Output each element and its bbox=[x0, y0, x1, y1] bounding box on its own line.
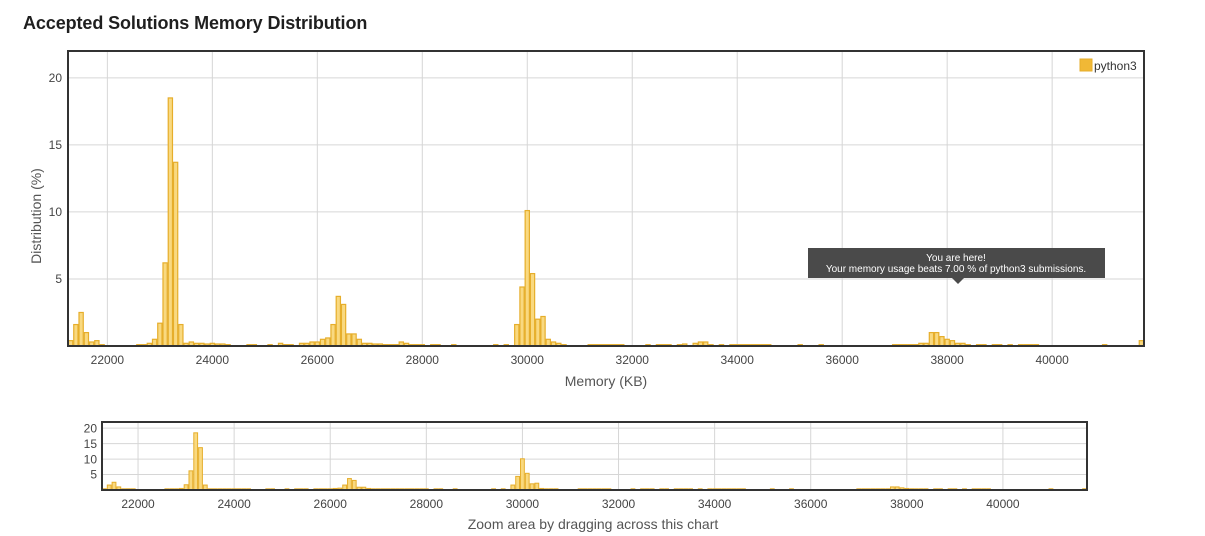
main-x-tick-labels: 22000 24000 26000 28000 30000 32000 34000 36000… bbox=[91, 353, 1069, 367]
main-x-tick-label: 22000 bbox=[91, 353, 125, 367]
main-bar bbox=[944, 338, 950, 347]
navigator-x-tick-labels: 22000 24000 26000 28000 30000 32000 34000 36000… bbox=[121, 497, 1020, 511]
navigator-bar bbox=[111, 481, 117, 491]
main-bar bbox=[514, 323, 520, 347]
navigator-y-tick-label: 20 bbox=[84, 421, 98, 435]
main-x-tick-label: 30000 bbox=[511, 353, 545, 367]
main-bar bbox=[933, 331, 940, 347]
legend[interactable]: python3 bbox=[1079, 58, 1137, 73]
x-axis-label: Memory (KB) bbox=[565, 373, 647, 389]
y-axis-label: Distribution (%) bbox=[28, 168, 44, 264]
main-bar bbox=[330, 323, 336, 347]
main-y-tick-label: 5 bbox=[55, 272, 62, 286]
main-bar bbox=[356, 338, 363, 347]
tooltip-pointer bbox=[952, 278, 964, 284]
main-x-tick-label: 34000 bbox=[721, 353, 755, 367]
navigator-bar bbox=[193, 432, 199, 491]
navigator-y-tick-label: 15 bbox=[84, 437, 98, 451]
main-bar bbox=[73, 323, 79, 347]
main-bar bbox=[524, 209, 530, 347]
main-x-tick-label: 26000 bbox=[301, 353, 335, 367]
chart-title: Accepted Solutions Memory Distribution bbox=[23, 13, 368, 33]
navigator-x-tick-label: 30000 bbox=[506, 497, 540, 511]
navigator-x-tick-label: 26000 bbox=[314, 497, 348, 511]
main-bar bbox=[540, 315, 546, 347]
main-bars bbox=[67, 97, 1145, 347]
tooltip: You are here! Your memory usage beats 7.… bbox=[808, 248, 1105, 284]
main-plot-border bbox=[67, 50, 1145, 347]
legend-label: python3 bbox=[1094, 59, 1137, 73]
navigator-bar bbox=[534, 482, 540, 491]
main-x-tick-label: 36000 bbox=[826, 353, 860, 367]
navigator-bars bbox=[102, 432, 1087, 491]
main-bar bbox=[519, 286, 525, 347]
navigator-y-tick-label: 5 bbox=[90, 468, 97, 482]
main-y-tick-label: 20 bbox=[49, 71, 63, 85]
navigator-gridlines bbox=[102, 422, 1087, 490]
navigator-plot-border bbox=[101, 421, 1088, 491]
main-bar bbox=[346, 333, 352, 347]
main-bar bbox=[545, 338, 551, 347]
navigator-x-tick-label: 32000 bbox=[602, 497, 636, 511]
tooltip-line1: You are here! bbox=[926, 253, 986, 264]
main-y-tick-labels: 5 10 15 20 bbox=[49, 71, 63, 286]
navigator-x-tick-label: 34000 bbox=[698, 497, 732, 511]
main-bar bbox=[340, 303, 347, 347]
main-bar bbox=[939, 336, 945, 347]
main-gridlines bbox=[68, 51, 1144, 346]
navigator-bar bbox=[351, 479, 357, 491]
main-bar bbox=[928, 331, 935, 347]
main-bar bbox=[351, 333, 357, 347]
main-bar bbox=[83, 331, 90, 347]
navigator-x-tick-label: 36000 bbox=[794, 497, 828, 511]
legend-swatch bbox=[1079, 58, 1093, 72]
main-bar bbox=[78, 311, 84, 347]
main-y-tick-label: 15 bbox=[49, 138, 63, 152]
navigator-bar bbox=[188, 470, 194, 491]
navigator-x-tick-label: 22000 bbox=[121, 497, 155, 511]
main-bar bbox=[172, 161, 179, 347]
main-x-tick-label: 40000 bbox=[1035, 353, 1069, 367]
navigator-x-tick-label: 28000 bbox=[410, 497, 444, 511]
navigator-y-tick-label: 10 bbox=[84, 452, 98, 466]
navigator-bar bbox=[347, 478, 352, 491]
main-y-tick-label: 10 bbox=[49, 205, 63, 219]
main-x-tick-label: 28000 bbox=[406, 353, 440, 367]
main-x-tick-label: 32000 bbox=[616, 353, 650, 367]
navigator-caption: Zoom area by dragging across this chart bbox=[468, 516, 719, 532]
main-bar bbox=[178, 323, 184, 347]
main-bar bbox=[151, 338, 158, 347]
main-x-tick-label: 24000 bbox=[196, 353, 230, 367]
main-x-tick-label: 38000 bbox=[930, 353, 964, 367]
main-bar bbox=[319, 338, 326, 347]
navigator-bar bbox=[520, 458, 525, 491]
main-bar bbox=[325, 337, 331, 347]
navigator-x-tick-label: 38000 bbox=[890, 497, 924, 511]
navigator-bar bbox=[198, 447, 203, 491]
main-bar bbox=[535, 318, 541, 347]
main-bar bbox=[335, 295, 342, 347]
tooltip-box bbox=[808, 248, 1105, 278]
main-chart[interactable]: 5 10 15 20 22000 24000 26000 28000 30000 32000 34… bbox=[0, 40, 1205, 400]
navigator-x-tick-label: 40000 bbox=[986, 497, 1020, 511]
main-bar bbox=[157, 322, 163, 347]
navigator-bar bbox=[515, 475, 521, 491]
main-bar bbox=[167, 97, 174, 347]
navigator-x-tick-label: 24000 bbox=[217, 497, 251, 511]
navigator-bar bbox=[524, 472, 530, 491]
main-bar bbox=[529, 272, 536, 347]
tooltip-line2: Your memory usage beats 7.00 % of python… bbox=[826, 264, 1086, 275]
main-bar bbox=[162, 262, 168, 347]
